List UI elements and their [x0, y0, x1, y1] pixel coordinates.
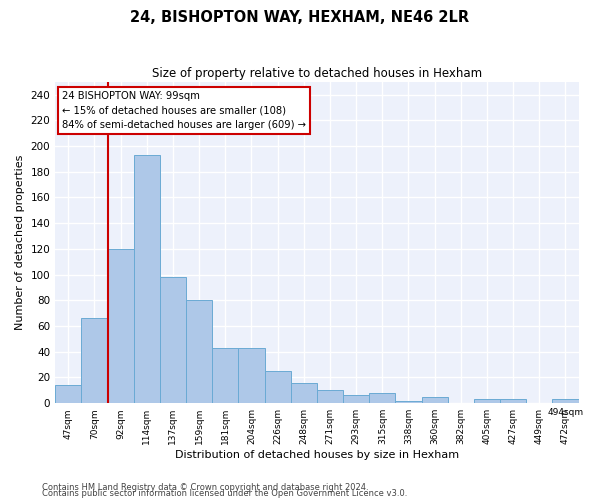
Bar — [134, 155, 160, 403]
Bar — [474, 400, 500, 403]
Bar — [422, 397, 448, 403]
Bar — [55, 385, 82, 403]
Bar — [265, 371, 290, 403]
Bar — [553, 400, 578, 403]
Title: Size of property relative to detached houses in Hexham: Size of property relative to detached ho… — [152, 68, 482, 80]
Bar — [212, 348, 238, 403]
Bar — [107, 249, 134, 403]
Bar — [186, 300, 212, 403]
Bar — [317, 390, 343, 403]
Bar — [343, 396, 369, 403]
Bar — [82, 318, 107, 403]
Bar — [160, 277, 186, 403]
Bar — [500, 400, 526, 403]
Bar — [290, 382, 317, 403]
Text: Contains public sector information licensed under the Open Government Licence v3: Contains public sector information licen… — [42, 490, 407, 498]
Text: 24, BISHOPTON WAY, HEXHAM, NE46 2LR: 24, BISHOPTON WAY, HEXHAM, NE46 2LR — [130, 10, 470, 25]
Bar — [238, 348, 265, 403]
Bar — [369, 393, 395, 403]
Text: Contains HM Land Registry data © Crown copyright and database right 2024.: Contains HM Land Registry data © Crown c… — [42, 482, 368, 492]
X-axis label: Distribution of detached houses by size in Hexham: Distribution of detached houses by size … — [175, 450, 459, 460]
Bar — [395, 400, 422, 403]
Y-axis label: Number of detached properties: Number of detached properties — [15, 155, 25, 330]
Text: 24 BISHOPTON WAY: 99sqm
← 15% of detached houses are smaller (108)
84% of semi-d: 24 BISHOPTON WAY: 99sqm ← 15% of detache… — [62, 90, 306, 130]
